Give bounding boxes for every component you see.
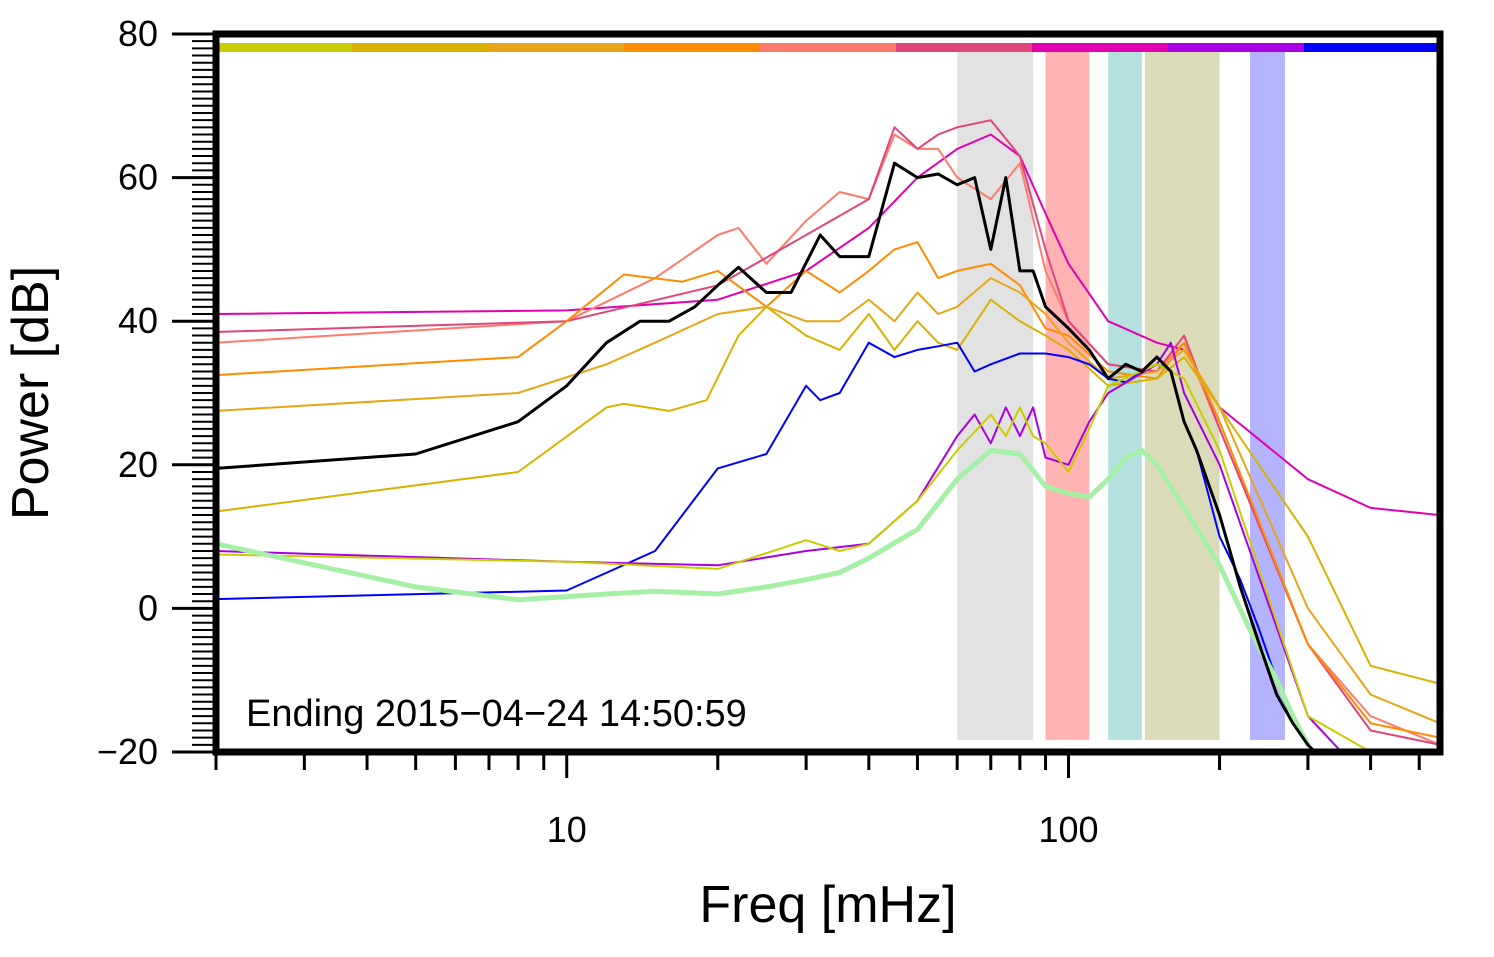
y-tick-label: 80 — [118, 13, 158, 54]
color-bar-segment-6 — [1032, 43, 1169, 52]
x-axis-title: Freq [mHz] — [699, 876, 956, 934]
frequency-bands — [957, 52, 1285, 740]
y-axis-tick-labels: −20 0 20 40 60 80 — [97, 13, 158, 772]
series-line-10 — [216, 161, 1317, 752]
color-bar-segment-8 — [1304, 43, 1441, 52]
y-axis-title: Power [dB] — [2, 266, 60, 520]
color-bar-segment-5 — [896, 43, 1033, 52]
series-line-2 — [216, 119, 1440, 746]
y-tick-label: 60 — [118, 157, 158, 198]
frequency-band-1 — [1045, 52, 1090, 740]
series-line-0 — [216, 133, 1440, 517]
x-tick-label: 100 — [1038, 809, 1098, 850]
series-line-4 — [216, 277, 1440, 725]
frequency-band-0 — [957, 52, 1034, 740]
color-bar-segment-0 — [216, 43, 353, 52]
series-line-5 — [216, 298, 1440, 685]
color-bar-segment-2 — [488, 43, 625, 52]
color-bar-segment-1 — [352, 43, 489, 52]
color-bar-segment-7 — [1168, 43, 1305, 52]
series-layer — [216, 119, 1440, 752]
color-bar-segment-3 — [624, 43, 761, 52]
y-tick-label: 40 — [118, 300, 158, 341]
y-axis-ticks — [172, 32, 216, 754]
y-tick-label: −20 — [97, 731, 158, 772]
frequency-band-4 — [1250, 52, 1285, 740]
x-axis-tick-labels: 10 100 — [547, 809, 1099, 850]
top-color-bar — [216, 43, 1441, 52]
series-line-8 — [216, 363, 1372, 752]
y-tick-label: 20 — [118, 444, 158, 485]
y-tick-label: 0 — [138, 587, 158, 628]
frequency-band-2 — [1108, 52, 1142, 740]
x-tick-label: 10 — [547, 809, 587, 850]
x-axis-ticks — [214, 752, 1421, 778]
annotation-label: Ending 2015−04−24 14:50:59 — [246, 693, 747, 735]
series-line-9 — [216, 447, 1311, 748]
series-line-3 — [216, 241, 1440, 739]
color-bar-segment-4 — [760, 43, 897, 52]
